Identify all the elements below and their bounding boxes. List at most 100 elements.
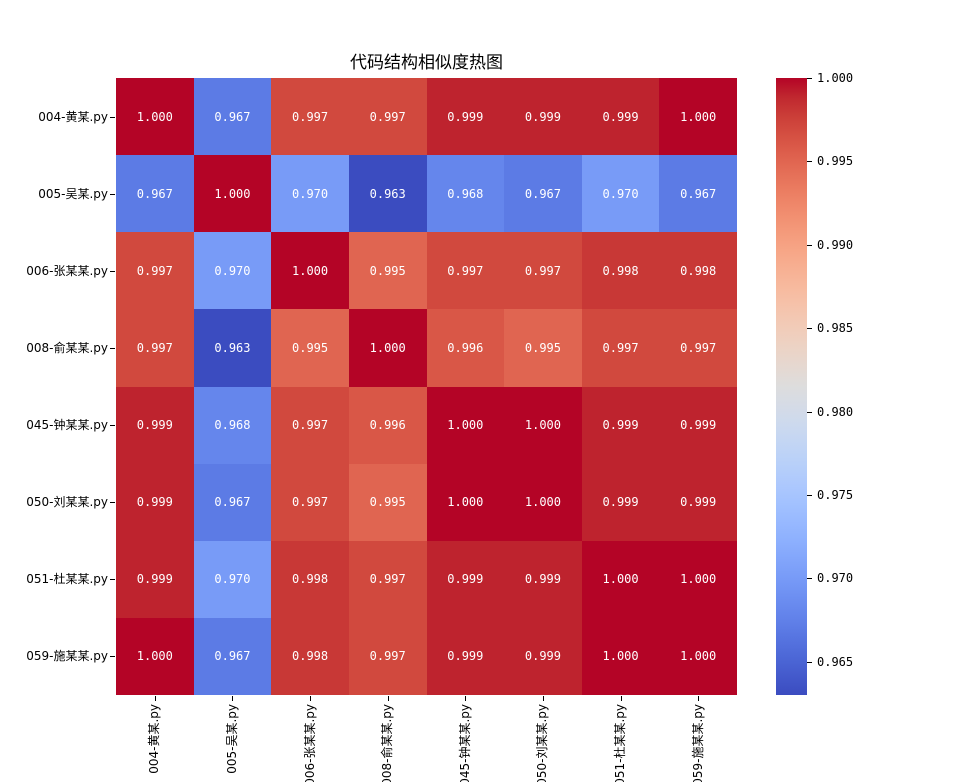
heatmap-cell: 0.967 <box>504 155 582 233</box>
cell-value: 0.970 <box>214 263 251 278</box>
heatmap-cell: 0.997 <box>116 232 194 310</box>
cell-value: 0.999 <box>447 109 484 124</box>
cell-value: 0.999 <box>602 109 639 124</box>
col-label: 006-张某某.py <box>302 704 317 782</box>
heatmap-cell: 0.997 <box>659 309 737 387</box>
cell-value: 0.999 <box>680 495 717 510</box>
colorbar-tick <box>807 78 812 79</box>
heatmap-cell: 1.000 <box>116 78 194 156</box>
cell-value: 0.967 <box>214 495 251 510</box>
heatmap-cell: 1.000 <box>271 232 349 310</box>
cell-value: 0.997 <box>524 263 561 278</box>
heatmap-cell: 0.998 <box>271 617 349 695</box>
heatmap-cell: 0.995 <box>348 463 427 541</box>
cell-value: 0.999 <box>524 649 561 664</box>
heatmap-cell: 0.999 <box>116 463 194 541</box>
heatmap-cell: 0.967 <box>193 617 272 695</box>
heatmap-cell: 0.997 <box>271 78 349 156</box>
heatmap-cell: 0.999 <box>426 78 505 156</box>
cell-value: 1.000 <box>680 572 717 587</box>
cell-value: 0.998 <box>602 263 639 278</box>
cell-value: 1.000 <box>369 340 406 355</box>
colorbar-tick <box>807 328 812 330</box>
x-tick <box>154 696 156 701</box>
y-tick <box>110 193 115 195</box>
colorbar-tick <box>807 161 812 163</box>
cell-value: 0.999 <box>680 418 717 433</box>
heatmap-cell: 1.000 <box>659 617 737 695</box>
colorbar-tick-label: 0.980 <box>817 404 854 419</box>
heatmap-cell: 0.970 <box>581 155 660 233</box>
colorbar-tick-label: 0.975 <box>817 487 854 502</box>
cell-value: 0.970 <box>214 572 251 587</box>
col-label: 005-吴某.py <box>224 704 239 774</box>
heatmap-cell: 0.967 <box>193 78 272 156</box>
cell-value: 0.997 <box>680 340 717 355</box>
y-tick <box>110 656 115 658</box>
colorbar-tick <box>807 411 812 413</box>
colorbar-tick-label: 0.970 <box>817 571 854 586</box>
heatmap-cell: 1.000 <box>426 386 505 464</box>
heatmap-cell: 0.997 <box>581 309 660 387</box>
cell-value: 0.997 <box>369 109 406 124</box>
heatmap-cell: 1.000 <box>116 617 194 695</box>
heatmap-cell: 0.995 <box>271 309 349 387</box>
colorbar-gradient <box>776 78 807 695</box>
heatmap-cell: 0.995 <box>504 309 582 387</box>
col-label: 059-施某某.py <box>690 704 705 782</box>
cell-value: 1.000 <box>447 495 484 510</box>
heatmap-cell: 1.000 <box>426 463 505 541</box>
heatmap-cell: 0.967 <box>193 463 272 541</box>
cell-value: 0.995 <box>369 263 406 278</box>
heatmap-cell: 0.999 <box>116 386 194 464</box>
colorbar-tick-label: 0.990 <box>817 237 854 252</box>
row-label: 051-杜某某.py <box>26 572 108 587</box>
col-label: 004-黄某.py <box>147 704 162 774</box>
heatmap-cell: 0.968 <box>426 155 505 233</box>
heatmap-cell: 1.000 <box>581 540 660 618</box>
colorbar-tick-label: 1.000 <box>817 71 854 85</box>
cell-value: 1.000 <box>292 263 329 278</box>
colorbar-tick <box>807 244 812 246</box>
cell-value: 1.000 <box>680 649 717 664</box>
cell-value: 0.999 <box>602 495 639 510</box>
cell-value: 0.967 <box>680 186 717 201</box>
heatmap-cell: 1.000 <box>659 540 737 618</box>
cell-value: 0.998 <box>680 263 717 278</box>
cell-value: 0.970 <box>602 186 639 201</box>
heatmap-cell: 0.999 <box>659 463 737 541</box>
x-tick <box>387 696 389 701</box>
cell-value: 1.000 <box>602 649 639 664</box>
colorbar-tick-label: 0.995 <box>817 154 854 169</box>
chart-title: 代码结构相似度热图 <box>350 53 503 73</box>
cell-value: 0.997 <box>292 109 329 124</box>
heatmap-cell: 0.999 <box>581 463 660 541</box>
row-label: 005-吴某.py <box>38 186 108 201</box>
cell-value: 0.995 <box>524 340 561 355</box>
cell-value: 0.999 <box>136 418 173 433</box>
heatmap-cell: 0.999 <box>504 540 582 618</box>
heatmap-cell: 0.999 <box>426 540 505 618</box>
heatmap-cell: 1.000 <box>581 617 660 695</box>
colorbar-tick-label: 0.985 <box>817 321 854 336</box>
y-tick <box>110 347 115 349</box>
cell-value: 1.000 <box>602 572 639 587</box>
cell-value: 1.000 <box>524 418 561 433</box>
cell-value: 1.000 <box>680 109 717 124</box>
x-tick <box>698 696 700 701</box>
heatmap-cell: 0.968 <box>193 386 272 464</box>
x-tick <box>232 696 234 701</box>
heatmap-cell: 0.997 <box>426 232 505 310</box>
heatmap-cell: 0.967 <box>659 155 737 233</box>
cell-value: 1.000 <box>447 418 484 433</box>
cell-value: 1.000 <box>524 495 561 510</box>
heatmap-cell: 0.967 <box>116 155 194 233</box>
heatmap-cell: 0.998 <box>271 540 349 618</box>
cell-value: 0.999 <box>447 649 484 664</box>
row-label: 004-黄某.py <box>38 109 108 124</box>
heatmap-cell: 0.997 <box>348 540 427 618</box>
cell-value: 0.967 <box>524 186 561 201</box>
colorbar-tick <box>807 661 812 663</box>
heatmap-cell: 0.997 <box>116 309 194 387</box>
x-tick <box>465 696 467 701</box>
